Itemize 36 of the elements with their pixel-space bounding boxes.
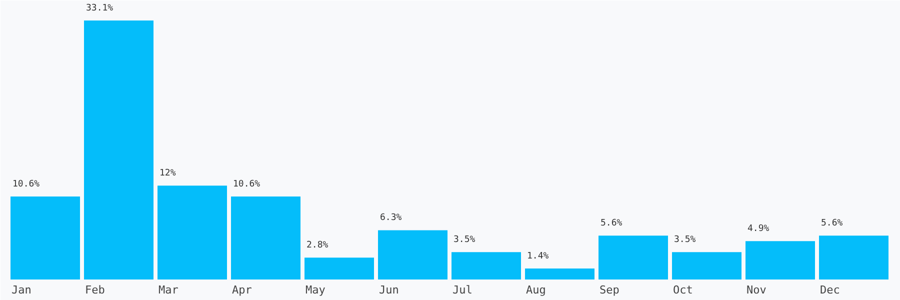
- data-label: 2.8%: [306, 240, 329, 251]
- bar: [378, 230, 448, 280]
- bar: [819, 236, 888, 280]
- x-tick-label: Jun: [379, 284, 399, 296]
- data-label: 10.6%: [233, 180, 261, 190]
- bar: [231, 196, 300, 280]
- bar: [672, 252, 742, 280]
- bar: [10, 196, 80, 280]
- bar: [158, 186, 227, 280]
- bar: [304, 258, 374, 280]
- data-label: 5.6%: [600, 218, 623, 229]
- x-tick-label: Dec: [820, 284, 840, 296]
- data-label: 4.9%: [748, 224, 770, 234]
- x-tick-label: May: [306, 284, 326, 296]
- data-label: 3.5%: [674, 235, 696, 246]
- x-tick-label: Nov: [746, 284, 767, 296]
- bar: [746, 241, 815, 280]
- data-label: 10.6%: [12, 180, 40, 190]
- x-tick-label: Oct: [673, 284, 693, 296]
- data-label: 3.5%: [454, 235, 476, 246]
- x-tick-label: Jul: [452, 284, 472, 296]
- bar: [84, 20, 154, 280]
- x-tick-label: Jan: [12, 284, 32, 296]
- x-tick-label: Sep: [600, 284, 620, 296]
- x-tick-label: Mar: [158, 284, 179, 296]
- bar: [452, 252, 521, 280]
- bar: [525, 268, 594, 280]
- data-label: 33.1%: [86, 4, 114, 14]
- x-tick-label: Feb: [85, 284, 105, 296]
- x-tick-label: Aug: [526, 284, 546, 296]
- x-tick-label: Apr: [232, 284, 252, 296]
- bar: [598, 236, 668, 280]
- data-label: 1.4%: [527, 252, 550, 262]
- data-label: 12%: [160, 168, 176, 179]
- data-label: 5.6%: [821, 218, 844, 229]
- data-label: 6.3%: [380, 213, 402, 224]
